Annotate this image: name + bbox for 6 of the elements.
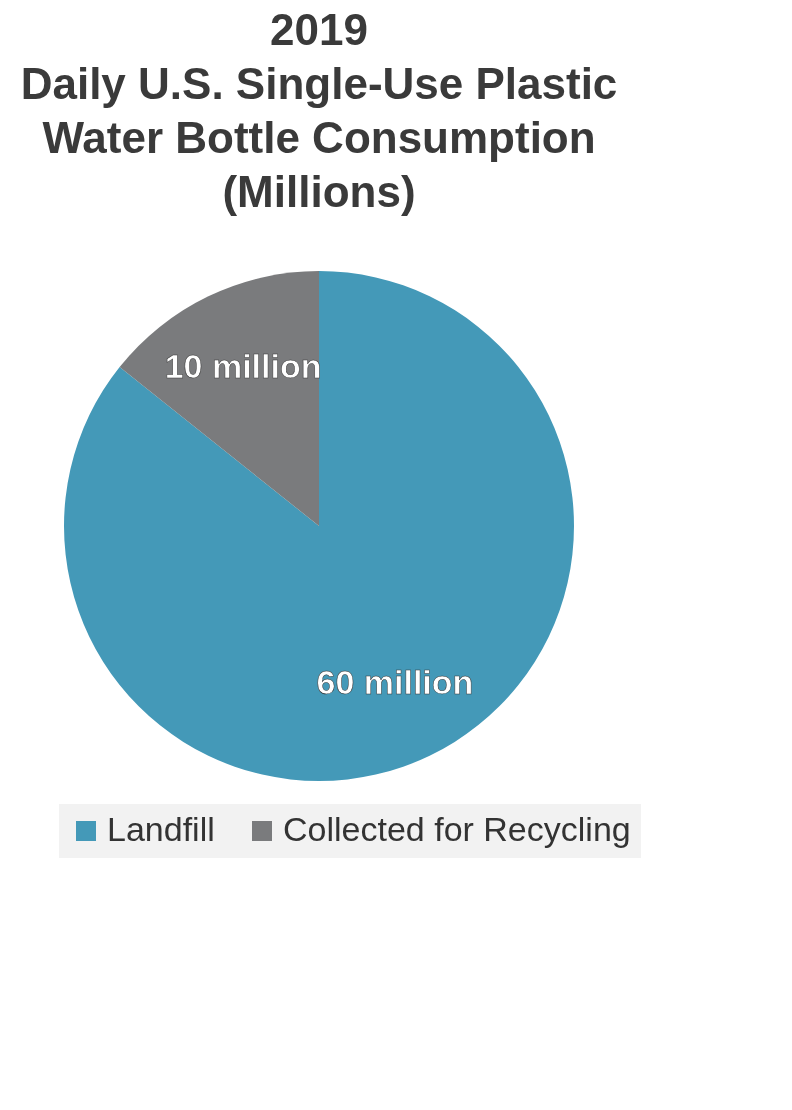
pie-slice (119, 271, 319, 526)
data-label: 60 million (316, 662, 474, 701)
legend-label: Collected for Recycling (283, 810, 631, 848)
pie-slice (64, 271, 574, 781)
legend-label: Landfill (107, 810, 215, 848)
chart-title: 2019 Daily U.S. Single-Use Plastic Water Bottle Consumption (Millions) (20, 5, 618, 216)
